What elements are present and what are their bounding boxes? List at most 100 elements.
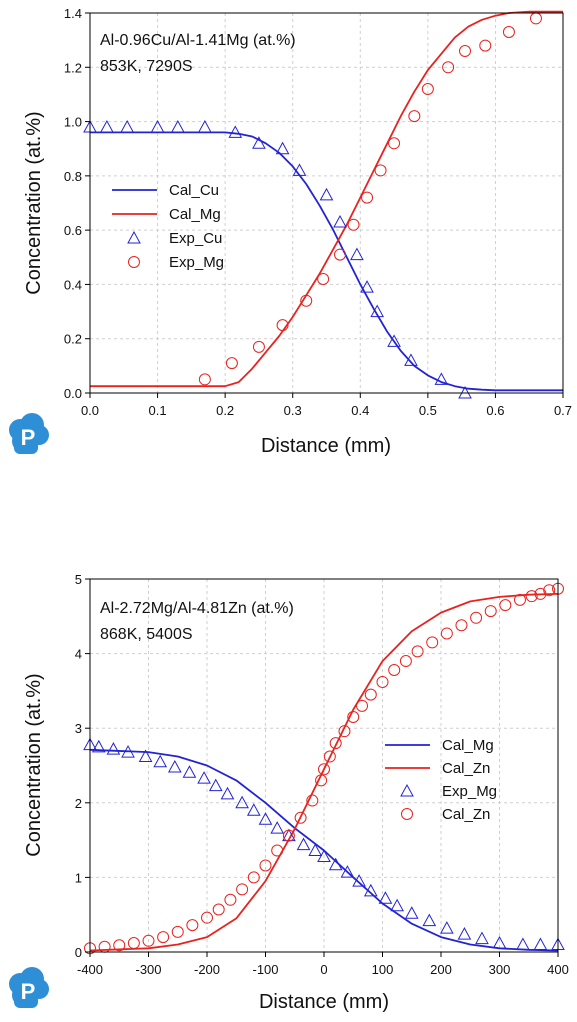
x-tick-label: 100 <box>372 962 394 977</box>
chart-2-annotation-line-2: 868K, 5400S <box>100 626 193 643</box>
data-point-triangle <box>340 865 355 878</box>
data-point-triangle <box>292 163 307 176</box>
data-point-triangle <box>533 937 548 951</box>
chart-1-axes: 0.0 0.1 0.2 0.3 0.4 0.5 0.6 0.7 0.0 0.2 0.4 0.6 0.8 1… <box>64 6 572 418</box>
series-line-cal-cu <box>90 131 563 392</box>
legend-label: Cal_Mg <box>169 206 221 223</box>
data-point-triangle <box>246 803 261 816</box>
data-point-triangle <box>404 906 419 919</box>
data-point-circle <box>198 373 211 386</box>
legend-label: Exp_Mg <box>442 783 497 800</box>
data-point-triangle <box>91 739 106 753</box>
x-tick-label: 0.6 <box>486 403 504 418</box>
data-point-circle <box>499 599 512 612</box>
data-point-circle <box>225 357 238 370</box>
data-point-circle <box>347 711 360 724</box>
y-tick-label: 3 <box>75 721 82 736</box>
data-point-triangle <box>171 119 185 133</box>
data-point-triangle <box>296 837 311 851</box>
data-point-circle <box>411 645 424 658</box>
data-point-circle <box>338 725 351 738</box>
data-point-circle <box>142 934 155 947</box>
data-point-circle <box>459 45 472 57</box>
x-tick-label: 0.4 <box>351 403 369 418</box>
data-point-circle <box>212 903 225 916</box>
svg-text:P: P <box>21 425 36 450</box>
x-tick-label: 0.3 <box>284 403 302 418</box>
data-point-triangle <box>370 304 385 318</box>
chart-2-legend: Cal_Mg Cal_Zn Exp_Mg Cal_Zn <box>385 737 497 823</box>
data-point-circle <box>334 248 347 261</box>
data-point-circle <box>470 611 483 624</box>
data-point-circle <box>364 688 377 701</box>
x-tick-label: 0.1 <box>149 403 167 418</box>
data-point-circle <box>276 319 289 332</box>
data-point-triangle <box>150 119 165 133</box>
y-tick-label: 0.8 <box>64 169 82 184</box>
data-point-circle <box>171 925 184 938</box>
y-tick-label: 1.4 <box>64 6 82 21</box>
data-point-circle <box>440 627 453 640</box>
data-point-circle <box>388 137 401 150</box>
data-point-circle <box>252 340 265 353</box>
data-point-triangle <box>319 187 334 201</box>
data-point-circle <box>513 593 526 606</box>
data-point-circle <box>300 294 313 307</box>
data-point-circle <box>323 750 336 763</box>
x-tick-label: 400 <box>547 962 569 977</box>
legend-label: Cal_Zn <box>442 806 490 823</box>
y-tick-label: 0.0 <box>64 386 82 401</box>
data-point-triangle <box>120 119 135 133</box>
chart-1-y-axis-label: Concentration (at.%) <box>23 111 45 294</box>
x-tick-label: 300 <box>489 962 511 977</box>
x-tick-label: 0.0 <box>81 403 99 418</box>
data-point-circle <box>294 811 307 824</box>
data-point-circle <box>534 587 547 600</box>
data-point-circle <box>329 737 342 750</box>
chart-1-grid <box>90 13 563 393</box>
x-tick-label: -300 <box>135 962 161 977</box>
data-point-circle <box>525 590 538 603</box>
x-tick-label: -200 <box>194 962 220 977</box>
chart-2-y-axis-label: Concentration (at.%) <box>23 673 45 856</box>
data-point-circle <box>361 191 374 204</box>
data-point-circle <box>426 636 439 649</box>
chart-2-annotation-line-1: Al-2.72Mg/Al-4.81Zn (at.%) <box>100 600 294 617</box>
data-point-circle <box>374 164 387 177</box>
data-point-triangle <box>378 891 393 904</box>
data-point-triangle <box>492 936 507 949</box>
data-point-circle <box>127 937 140 950</box>
data-point-triangle <box>258 812 273 825</box>
data-point-triangle <box>317 849 331 863</box>
data-point-triangle <box>138 749 153 763</box>
data-point-circle <box>247 871 260 884</box>
legend-swatch-circle <box>401 808 413 820</box>
y-tick-label: 1.2 <box>64 60 82 75</box>
legend-label: Cal_Cu <box>169 182 219 199</box>
data-point-triangle <box>350 247 364 261</box>
x-tick-label: 0.5 <box>419 403 437 418</box>
data-point-circle <box>408 110 421 123</box>
data-point-circle <box>282 829 295 842</box>
data-point-triangle <box>252 136 266 149</box>
data-point-triangle <box>360 280 374 293</box>
data-point-triangle <box>390 898 404 912</box>
x-tick-label: -100 <box>252 962 278 977</box>
x-tick-label: 200 <box>430 962 452 977</box>
chart-2-svg: -400 -300 -200 -100 0 100 200 300 400 0 1 2 3 4 5 Al-2… <box>23 572 569 1013</box>
data-point-circle <box>113 939 126 952</box>
data-point-circle <box>224 893 237 906</box>
x-tick-label: 0.2 <box>216 403 234 418</box>
data-point-triangle <box>363 883 378 897</box>
data-point-triangle <box>153 754 168 768</box>
x-tick-label: -400 <box>77 962 103 977</box>
x-tick-label: 0 <box>320 962 327 977</box>
chart-1-annotation-line-2: 853K, 7290S <box>100 58 193 75</box>
chart-2: -400 -300 -200 -100 0 100 200 300 400 0 1 2 3 4 5 Al-2… <box>0 560 577 1017</box>
chart-2-x-axis-label: Distance (mm) <box>259 991 389 1013</box>
data-point-circle <box>399 655 412 668</box>
data-point-triangle <box>328 857 343 871</box>
data-point-triangle <box>422 913 437 927</box>
data-point-circle <box>315 774 328 787</box>
data-point-triangle <box>333 214 347 228</box>
